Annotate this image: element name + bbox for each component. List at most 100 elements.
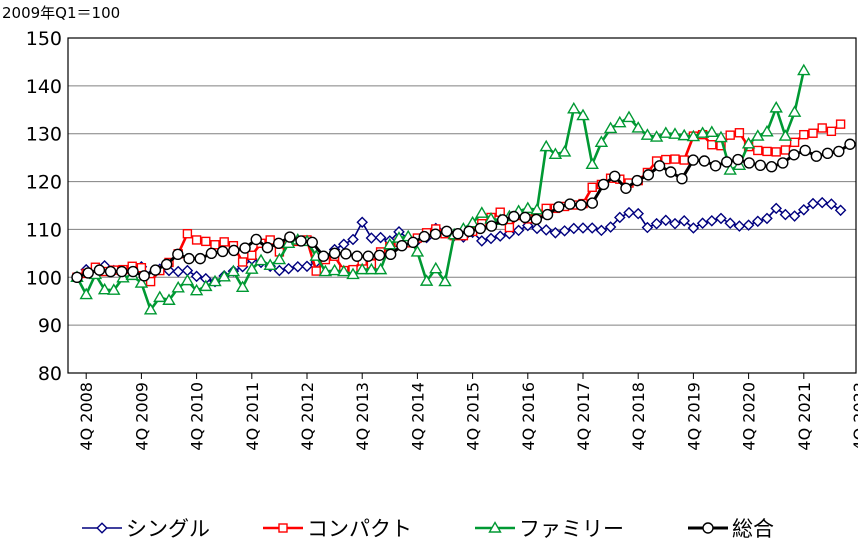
series-single-point: [301, 260, 313, 273]
series-total-point: [452, 228, 464, 240]
y-tick-label: 130: [26, 124, 62, 146]
series-single-point: [494, 230, 506, 242]
series-family-point: [171, 280, 185, 293]
series-total-point: [474, 222, 487, 235]
series-family-point: [705, 125, 719, 137]
x-tick-label: 4Q 2009: [132, 382, 151, 451]
series-total-point: [384, 248, 397, 261]
series-family-point: [797, 63, 811, 76]
series-family-point: [760, 124, 774, 137]
series-family-point: [226, 264, 241, 277]
x-tick-label: 4Q 2013: [353, 382, 372, 451]
series-compact-point: [725, 130, 735, 140]
series-total-point: [183, 252, 195, 265]
series-total-point: [777, 157, 789, 169]
series-family-point: [97, 282, 112, 295]
series-total-point: [788, 149, 800, 161]
x-tick-label: 4Q 2020: [740, 382, 759, 451]
series-single-point: [733, 220, 746, 232]
series-single-point: [485, 232, 497, 245]
series-single-point: [761, 212, 773, 225]
series-single-point: [540, 224, 552, 236]
series-family-point: [364, 262, 379, 275]
legend-item-total: 総合: [688, 517, 774, 541]
series-family-point: [594, 135, 609, 148]
series-total-point: [743, 157, 755, 169]
series-family-point: [410, 245, 425, 257]
series-compact-point: [707, 140, 717, 150]
series-family-point: [245, 262, 259, 274]
series-single-point: [586, 222, 598, 234]
series-total-point: [407, 236, 419, 249]
series-family-point: [603, 121, 618, 134]
series-single-point: [292, 260, 304, 273]
series-total-point: [631, 174, 643, 187]
series-total-point: [284, 231, 296, 243]
y-tick-label: 140: [26, 76, 62, 98]
series-single-point: [706, 215, 718, 227]
y-tick-label: 120: [26, 172, 62, 194]
series-total-point: [519, 211, 531, 224]
series-total-point: [71, 271, 83, 283]
x-tick-label: 4Q 2022: [850, 382, 858, 451]
series-total-point: [765, 161, 778, 173]
series-single-point: [476, 235, 488, 247]
series-single-point: [512, 224, 525, 237]
series-family-point: [337, 264, 351, 277]
series-compact-point: [808, 128, 818, 138]
series-compact-point: [191, 235, 202, 245]
y-tick-label: 90: [38, 315, 62, 337]
series-total-point: [698, 155, 711, 167]
series-total-point: [149, 264, 162, 276]
x-tick-label: 4Q 2019: [684, 382, 703, 451]
series-single-point: [531, 222, 543, 235]
series-group: [70, 63, 856, 315]
y-tick-label: 110: [26, 219, 62, 241]
x-tick-label: 4Q 2021: [795, 382, 814, 451]
series-single-point: [190, 270, 203, 283]
series-single-point: [623, 206, 635, 219]
x-axis: 4Q 2008 4Q 2009 4Q 2010 4Q 2011 4Q 2012 4Q 20…: [77, 373, 858, 451]
series-compact-point: [762, 146, 772, 157]
series-compact-point: [182, 229, 193, 239]
series-family-point: [199, 279, 213, 292]
series-single-point: [338, 238, 350, 251]
series-family-point: [778, 129, 793, 141]
series-total-point: [116, 265, 128, 278]
series-family-point: [180, 273, 195, 286]
series-single-point: [779, 208, 792, 221]
series-family-point: [585, 157, 599, 170]
series-total-point: [754, 159, 767, 172]
legend-item-family: ファミリー: [475, 517, 624, 541]
series-family-point: [318, 264, 333, 277]
series-single-point: [632, 207, 644, 220]
series-single-point: [788, 210, 801, 222]
series-total: [71, 138, 856, 283]
series-single-point: [558, 225, 571, 237]
series-single-point: [669, 217, 681, 230]
series-family-point: [723, 163, 737, 175]
x-tick-label: 4Q 2011: [243, 382, 262, 451]
series-single-point: [742, 219, 755, 231]
series-single-point: [568, 222, 580, 235]
series-total-point: [306, 236, 318, 249]
series-total-point: [597, 178, 610, 191]
legend-swatch-marker: [278, 523, 288, 533]
series-total-point: [239, 242, 251, 254]
series-compact-point: [661, 154, 671, 165]
series-total-point: [810, 150, 823, 162]
series-total-point: [586, 197, 599, 209]
series-single-point: [752, 215, 764, 228]
series-compact-point: [771, 147, 781, 157]
legend-swatch-marker: [96, 522, 108, 534]
series-family-point: [475, 206, 489, 218]
series-total-point: [216, 245, 229, 258]
x-tick-label: 4Q 2016: [519, 382, 538, 451]
series-family-point: [189, 283, 204, 296]
series-family-point: [787, 105, 802, 117]
legend-label: ファミリー: [519, 517, 624, 541]
series-family-point: [153, 290, 167, 303]
series-total-point: [665, 166, 677, 178]
series-compact-point: [789, 137, 800, 148]
series-family-point: [677, 128, 691, 141]
